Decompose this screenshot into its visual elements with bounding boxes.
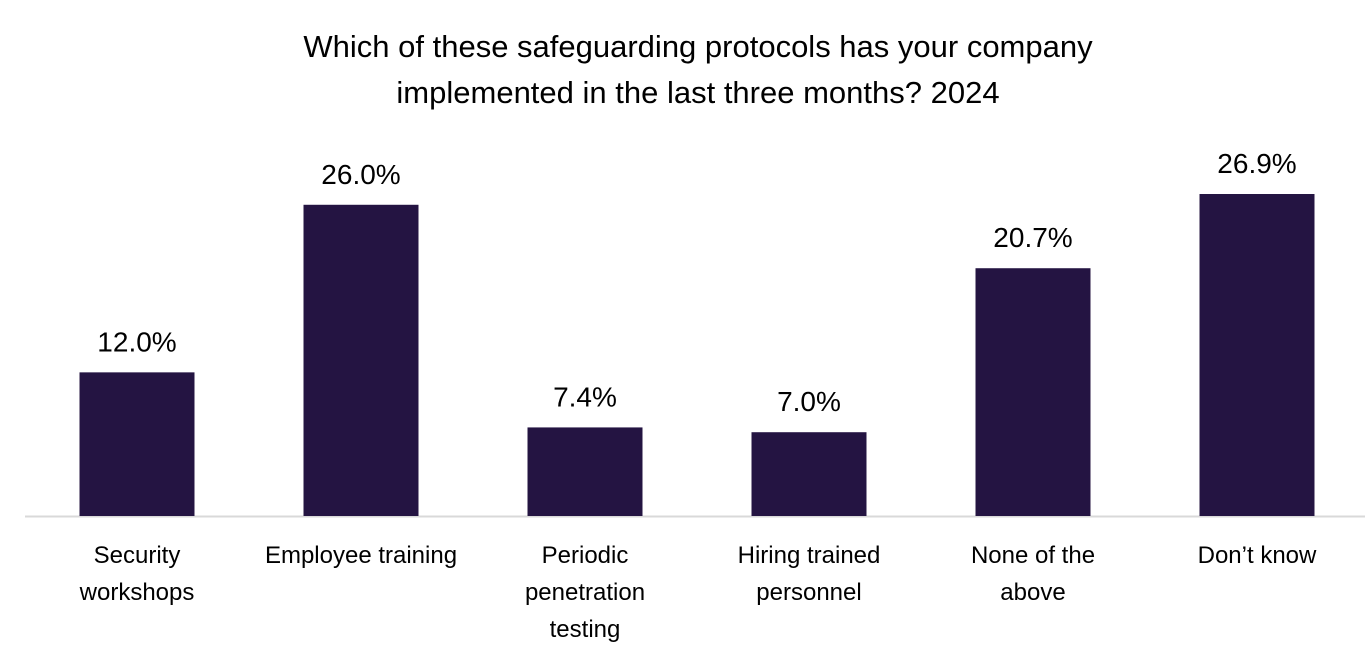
category-label-line: personnel xyxy=(756,579,862,606)
category-label-line: Employee training xyxy=(264,542,458,569)
data-label: 12.0% xyxy=(97,326,176,357)
data-label: 26.9% xyxy=(1217,148,1296,179)
category-label: Don’t know xyxy=(1145,537,1365,574)
category-label: Security workshops xyxy=(25,537,249,611)
category-label-line: Periodic xyxy=(541,542,629,569)
bar xyxy=(527,427,643,516)
category-label-line: Security xyxy=(93,542,181,569)
category-label-line: testing xyxy=(549,616,621,643)
category-label: Hiring trained personnel xyxy=(697,537,921,611)
bar xyxy=(975,268,1091,516)
bar xyxy=(303,204,419,516)
category-label: Periodic penetration testing xyxy=(473,537,697,648)
data-label: 7.4% xyxy=(553,381,617,412)
category-label-line: None of the xyxy=(970,542,1096,569)
category-label-line: Don’t know xyxy=(1197,542,1317,569)
category-label-line: Hiring trained xyxy=(737,542,881,569)
data-label: 20.7% xyxy=(993,222,1072,253)
category-label: None of the above xyxy=(921,537,1145,611)
category-label-line: above xyxy=(1000,579,1066,606)
data-label: 26.0% xyxy=(321,159,400,190)
bar xyxy=(751,432,867,516)
category-label: Employee training xyxy=(249,537,473,574)
chart-title-line-2: implemented in the last three months? 20… xyxy=(396,75,1000,110)
data-label: 7.0% xyxy=(777,386,841,417)
chart-title-line-1: Which of these safeguarding protocols ha… xyxy=(303,29,1093,64)
category-label-line: workshops xyxy=(79,579,195,606)
category-label-line: penetration xyxy=(524,579,646,606)
bar xyxy=(1199,194,1315,516)
chart-title: Which of these safeguarding protocols ha… xyxy=(0,24,1365,116)
bar xyxy=(79,372,195,516)
